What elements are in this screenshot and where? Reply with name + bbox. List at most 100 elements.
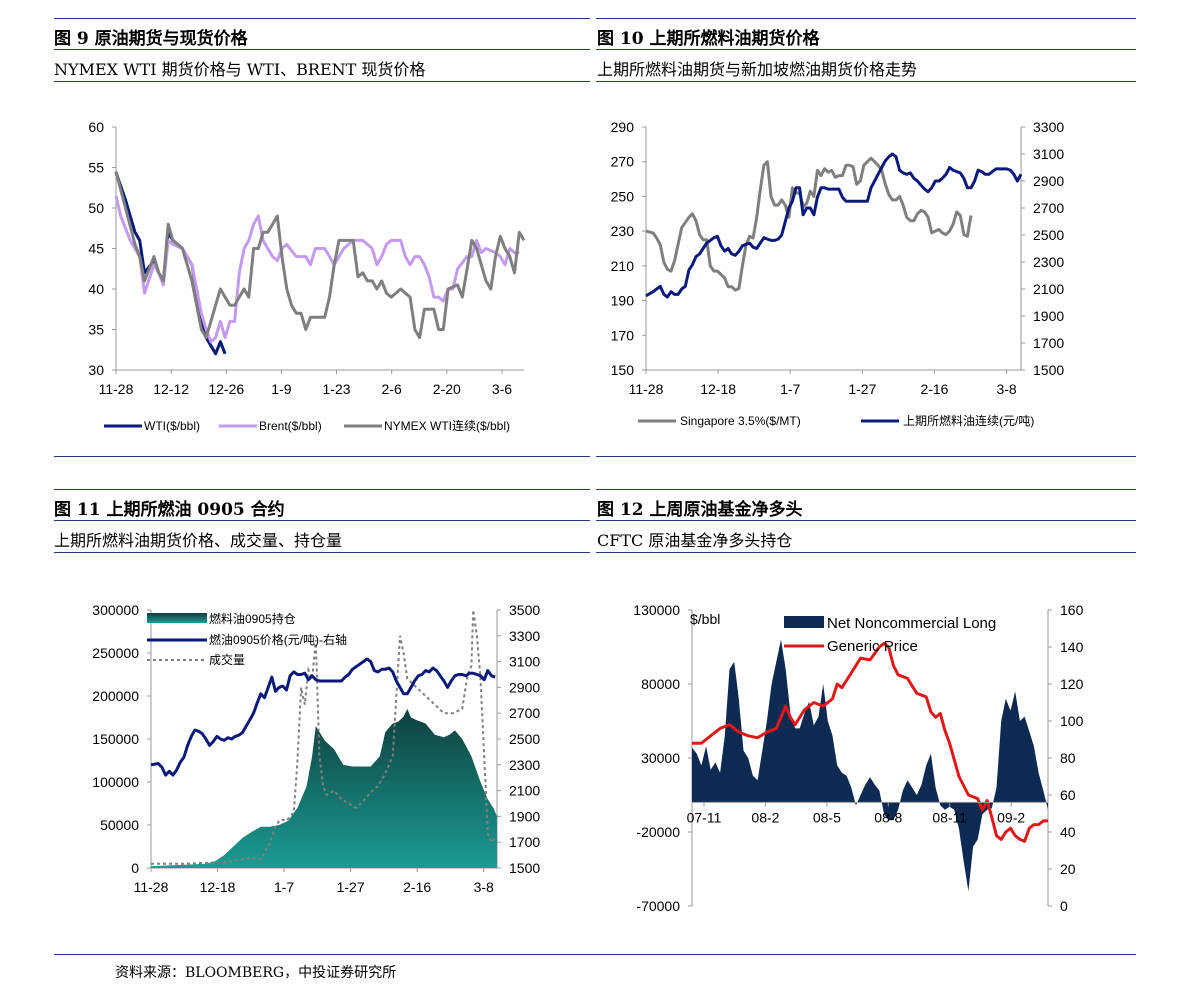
fig10-y-tick-label-left: 210 <box>611 258 635 274</box>
fig10-y-tick-label-right: 2900 <box>1033 173 1064 189</box>
fig11-chart: 0 50000 100000 150000 200000 250000 300000 1500… <box>92 602 540 895</box>
fig11-legend-label-0: 燃料油0905持仓 <box>209 611 296 626</box>
fig12-x-tick-label: 08-2 <box>751 809 779 825</box>
fig11-legend-label-2: 成交量 <box>209 652 245 667</box>
fig12-y-tick-label-left: 80000 <box>641 676 680 692</box>
fig10-y-tick-label-left: 170 <box>611 327 635 343</box>
fig11-legend-swatch-0 <box>147 613 207 623</box>
fig10-x-tick-label: 12-18 <box>700 381 736 397</box>
fig10-y-tick-label-right: 2300 <box>1033 254 1064 270</box>
fig10-x-tick-label: 2-16 <box>920 381 948 397</box>
fig9-x-tick-label: 1-23 <box>323 381 351 397</box>
fig11-x-tick-label: 2-16 <box>403 879 431 895</box>
fig10-series-line-1 <box>645 152 1023 299</box>
rule-fig10-sub <box>596 81 1136 82</box>
fig9-x-tick-label: 2-6 <box>382 381 402 397</box>
fig12-x-tick-label: 08-11 <box>932 809 967 825</box>
fig12-y-tick-label-right: 120 <box>1060 676 1084 692</box>
fig9-x-tick-label: 1-9 <box>271 381 291 397</box>
fig11-y-tick-label-left: 300000 <box>92 602 139 618</box>
fig9-y-tick-label: 55 <box>88 160 104 176</box>
fig9-x-tick-label: 12-12 <box>153 381 189 397</box>
fig12-legend-label-0: Net Noncommercial Long <box>827 615 996 632</box>
fig9-series-line-2 <box>114 171 526 340</box>
fig9-x-tick-label: 2-20 <box>433 381 461 397</box>
fig11-y-tick-label-right: 1900 <box>509 808 540 824</box>
fig11-y-tick-label-right: 3300 <box>509 628 540 644</box>
fig12-y-tick-label-right: 140 <box>1060 639 1084 655</box>
fig11-y-tick-label-right: 1700 <box>509 834 540 850</box>
fig9-legend-label-2: NYMEX WTI连续($/bbl) <box>384 418 510 433</box>
fig10-y-tick-label-left: 230 <box>611 223 635 239</box>
fig10-y-tick-label-right: 1700 <box>1033 335 1064 351</box>
source-note: 资料来源：BLOOMBERG，中投证券研究所 <box>115 965 397 981</box>
fig10-legend-label-1: 上期所燃料油连续(元/吨) <box>903 413 1034 428</box>
fig10-series-line-0 <box>645 156 973 292</box>
fig11-y-tick-label-right: 2700 <box>509 705 540 721</box>
fig12-net-long-area <box>692 639 1048 892</box>
fig10-y-tick-label-left: 270 <box>611 154 635 170</box>
fig12-y-tick-label-left: -70000 <box>636 898 680 914</box>
fig12-y-tick-label-left: 30000 <box>641 750 680 766</box>
rule-fig11-sub <box>54 552 590 553</box>
fig9-subtitle: NYMEX WTI 期货价格与 WTI、BRENT 现货价格 <box>54 60 426 79</box>
fig11-price-line <box>150 657 496 777</box>
fig11-y-tick-label-left: 0 <box>131 860 139 876</box>
fig11-subtitle: 上期所燃料油期货价格、成交量、持仓量 <box>54 531 343 550</box>
rule-fig9-sub <box>54 81 590 82</box>
fig11-y-tick-label-left: 50000 <box>100 817 139 833</box>
fig10-x-tick-label: 3-8 <box>996 381 1016 397</box>
fig10-x-tick-label: 11-28 <box>629 381 664 397</box>
fig11-y-tick-label-right: 2900 <box>509 679 540 695</box>
fig12-chart: $/bbl -70000 -20000 30000 80000 130000 0 20 40 60… <box>633 602 1084 914</box>
fig11-y-tick-label-right: 2100 <box>509 783 540 799</box>
fig11-y-tick-label-left: 150000 <box>92 731 139 747</box>
fig10-y-tick-label-left: 150 <box>611 362 635 378</box>
fig11-x-tick-label: 11-28 <box>134 879 169 895</box>
rule-fig12-top <box>596 489 1136 490</box>
rule-fig10-bottom <box>596 456 1136 457</box>
rule-fig12-sub <box>596 552 1136 553</box>
fig12-y-tick-label-right: 20 <box>1060 861 1076 877</box>
fig10-legend-label-0: Singapore 3.5%($/MT) <box>680 414 801 428</box>
fig12-y-tick-label-right: 0 <box>1060 898 1068 914</box>
fig9-chart: 30 35 40 45 50 55 60 11-28 12-12 12-26 1-9 1-23 2-6 2… <box>88 119 526 433</box>
fig11-x-tick-label: 12-18 <box>200 879 236 895</box>
fig12-y-tick-label-left: -20000 <box>636 824 680 840</box>
fig12-generic-price-line <box>692 641 1048 843</box>
fig9-x-tick-label: 3-6 <box>492 381 512 397</box>
fig11-y-tick-label-left: 250000 <box>92 645 139 661</box>
fig12-y-unit-label: $/bbl <box>690 611 720 627</box>
fig11-y-tick-label-right: 2500 <box>509 731 540 747</box>
fig10-x-tick-label: 1-7 <box>780 381 800 397</box>
fig9-legend-label-1: Brent($/bbl) <box>259 419 322 433</box>
fig11-x-tick-label: 1-7 <box>274 879 294 895</box>
fig12-x-tick-label: 09-2 <box>997 809 1025 825</box>
rule-footer <box>54 954 1136 955</box>
fig11-y-tick-label-right: 2300 <box>509 757 540 773</box>
fig10-y-tick-label-left: 290 <box>611 119 635 135</box>
fig10-y-tick-label-left: 250 <box>611 188 635 204</box>
fig12-y-tick-label-right: 80 <box>1060 750 1076 766</box>
rule-fig11-top <box>54 489 590 490</box>
fig12-y-tick-label-right: 60 <box>1060 787 1076 803</box>
fig12-y-tick-label-left: 130000 <box>633 602 680 618</box>
fig11-legend-label-1: 燃油0905价格(元/吨)-右轴 <box>209 632 347 647</box>
fig12-y-tick-label-right: 160 <box>1060 602 1084 618</box>
fig9-y-tick-label: 40 <box>88 281 104 297</box>
fig10-chart: 150 170 190 210 230 250 270 290 1500 1700 1900 2100… <box>611 119 1065 428</box>
fig11-x-tick-label: 3-8 <box>474 879 494 895</box>
fig10-y-tick-label-left: 190 <box>611 293 635 309</box>
rule-fig11-mid <box>54 520 590 521</box>
fig11-y-tick-label-right: 1500 <box>509 860 540 876</box>
fig12-legend-swatch-0 <box>784 616 824 628</box>
fig10-title: 图 10 上期所燃料油期货价格 <box>597 29 820 49</box>
fig9-y-tick-label: 60 <box>88 119 104 135</box>
fig11-y-tick-label-left: 200000 <box>92 688 139 704</box>
fig12-y-tick-label-right: 40 <box>1060 824 1076 840</box>
fig9-series-line-1 <box>114 195 520 344</box>
fig11-x-tick-label: 1-27 <box>337 879 365 895</box>
rule-fig9-bottom <box>54 456 590 457</box>
fig11-y-tick-label-right: 3100 <box>509 654 540 670</box>
fig11-y-tick-label-left: 100000 <box>92 774 139 790</box>
